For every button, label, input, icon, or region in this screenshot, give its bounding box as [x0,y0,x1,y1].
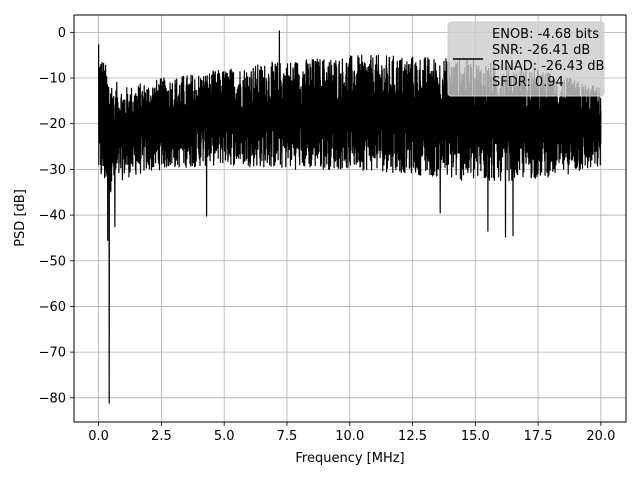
legend: ENOB: -4.68 bits SNR: -26.41 dB SINAD: -26… [447,21,605,97]
x-tick-label: 17.5 [524,429,553,444]
psd-series-line [98,30,602,404]
x-tick-label: 7.5 [277,429,298,444]
y-tick-label: −20 [39,117,66,132]
y-tick-label: −40 [39,209,66,224]
y-tick-label: −60 [39,300,66,315]
x-tick-label: 20.0 [586,429,615,444]
x-tick-label: 2.5 [151,429,172,444]
legend-entry-line: SINAD: -26.43 dB [492,59,604,74]
x-tick-label: 10.0 [335,429,364,444]
x-axis-ticks: 0.0 2.5 5.0 7.5 10.0 12.5 15.0 17.5 20.0 [88,422,615,444]
y-tick-label: −30 [39,163,66,178]
y-tick-label: −70 [39,346,66,361]
x-tick-label: 0.0 [88,429,109,444]
legend-entry-line: ENOB: -4.68 bits [492,27,599,42]
legend-entry-line: SFDR: 0.94 [492,75,564,90]
y-tick-label: −10 [39,72,66,87]
x-tick-label: 15.0 [461,429,490,444]
y-axis-ticks: 0 −10 −20 −30 −40 −50 −60 −70 −80 [39,26,74,406]
y-tick-label: 0 [58,26,66,41]
y-axis-label: PSD [dB] [13,189,28,247]
y-tick-label: −50 [39,254,66,269]
x-axis-label: Frequency [MHz] [295,451,404,466]
y-tick-label: −80 [39,391,66,406]
legend-box [447,21,605,97]
legend-entry-line: SNR: -26.41 dB [492,43,590,58]
x-tick-label: 5.0 [214,429,235,444]
plot-area [98,30,602,404]
legend-entry: ENOB: -4.68 bits SNR: -26.41 dB SINAD: -26… [492,27,604,90]
x-tick-label: 12.5 [398,429,427,444]
